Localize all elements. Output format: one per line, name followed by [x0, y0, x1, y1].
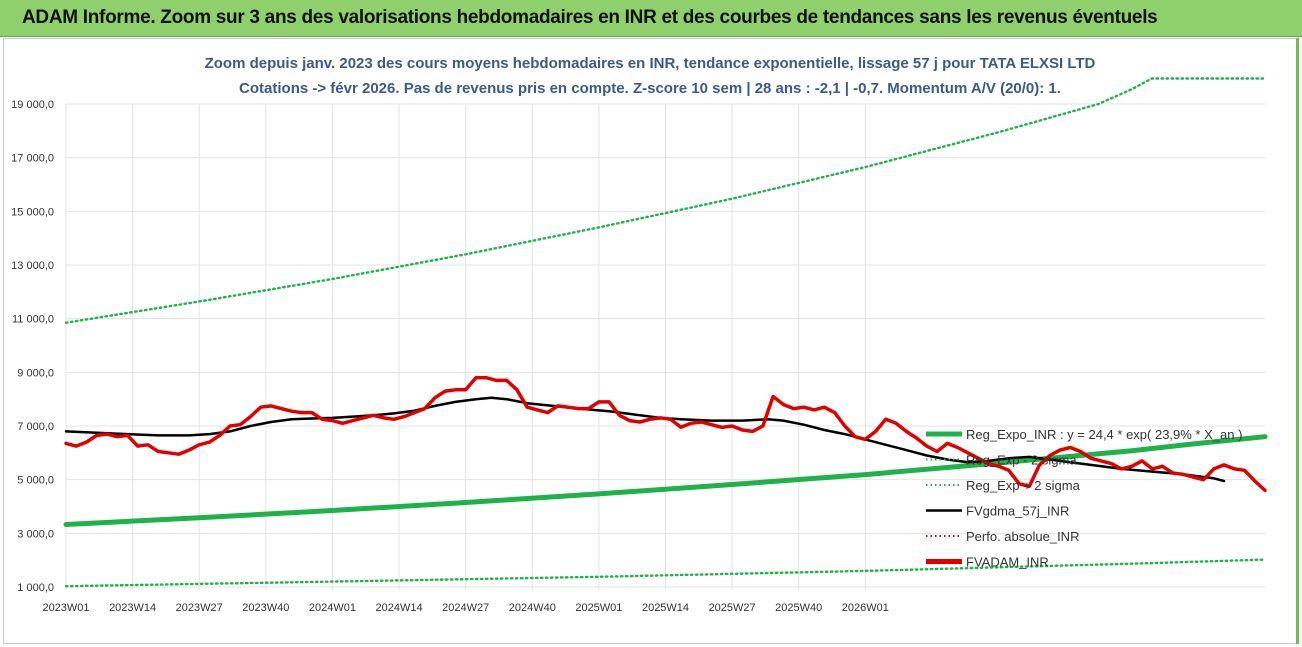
x-tick-label: 2023W40 [242, 602, 289, 614]
x-tick-label: 2025W14 [642, 602, 689, 614]
chart-title-line2: Cotations -> févr 2026. Pas de revenus p… [239, 80, 1061, 97]
report-title: ADAM Informe. Zoom sur 3 ans des valoris… [22, 7, 1158, 28]
x-tick-label: 2025W27 [709, 602, 756, 614]
lower-band-line [64, 558, 1267, 588]
x-tick-label: 2024W27 [442, 602, 489, 614]
x-tick-label: 2023W27 [176, 602, 223, 614]
x-tick-label: 2023W14 [109, 602, 156, 614]
y-tick-label: 1 000,0 [17, 582, 54, 594]
x-tick-label: 2026W01 [842, 602, 889, 614]
legend-label: Reg_Exp - 2 sigma [966, 453, 1077, 468]
x-tick-label: 2024W14 [376, 602, 423, 614]
x-tick-label: 2024W01 [309, 602, 356, 614]
x-tick-label: 2023W01 [42, 602, 89, 614]
report-banner: ADAM Informe. Zoom sur 3 ans des valoris… [0, 0, 1302, 37]
y-tick-label: 15 000,0 [11, 206, 54, 218]
chart-frame [3, 38, 1299, 644]
legend-label: FVgdma_57j_INR [966, 504, 1069, 519]
y-tick-label: 9 000,0 [17, 367, 54, 379]
y-tick-label: 19 000,0 [11, 99, 54, 111]
legend-label: FVADAM_INR [966, 555, 1049, 570]
y-tick-label: 5 000,0 [17, 475, 54, 487]
upper-band-line [64, 77, 1267, 324]
legend: Reg_Expo_INR : y = 24,4 * exp( 23,9% * X… [926, 427, 1242, 570]
legend-label: Reg_Expo_INR : y = 24,4 * exp( 23,9% * X… [966, 427, 1242, 442]
y-tick-label: 11 000,0 [12, 314, 54, 326]
y-tick-label: 13 000,0 [11, 260, 54, 272]
series-layer [63, 77, 1268, 588]
y-tick-label: 17 000,0 [11, 153, 54, 165]
x-tick-label: 2025W40 [775, 602, 822, 614]
legend-label: Reg_Exp + 2 sigma [966, 478, 1081, 493]
x-tick-label: 2025W01 [575, 602, 622, 614]
chart-title-line1: Zoom depuis janv. 2023 des cours moyens … [205, 55, 1096, 72]
price-line [64, 375, 1267, 493]
legend-label: Perfo. absolue_INR [966, 529, 1079, 544]
trend-line [63, 434, 1268, 527]
y-axis-ticks: 1 000,0 3 000,0 5 000,0 7 000,0 9 000,0 11 00… [11, 99, 54, 594]
y-tick-label: 3 000,0 [17, 528, 54, 540]
y-tick-label: 7 000,0 [17, 421, 54, 433]
x-tick-label: 2024W40 [509, 602, 556, 614]
x-axis-ticks: 2023W01 2023W14 2023W27 2023W40 2024W01 2024W… [42, 602, 888, 614]
frame-accent [1296, 38, 1299, 644]
